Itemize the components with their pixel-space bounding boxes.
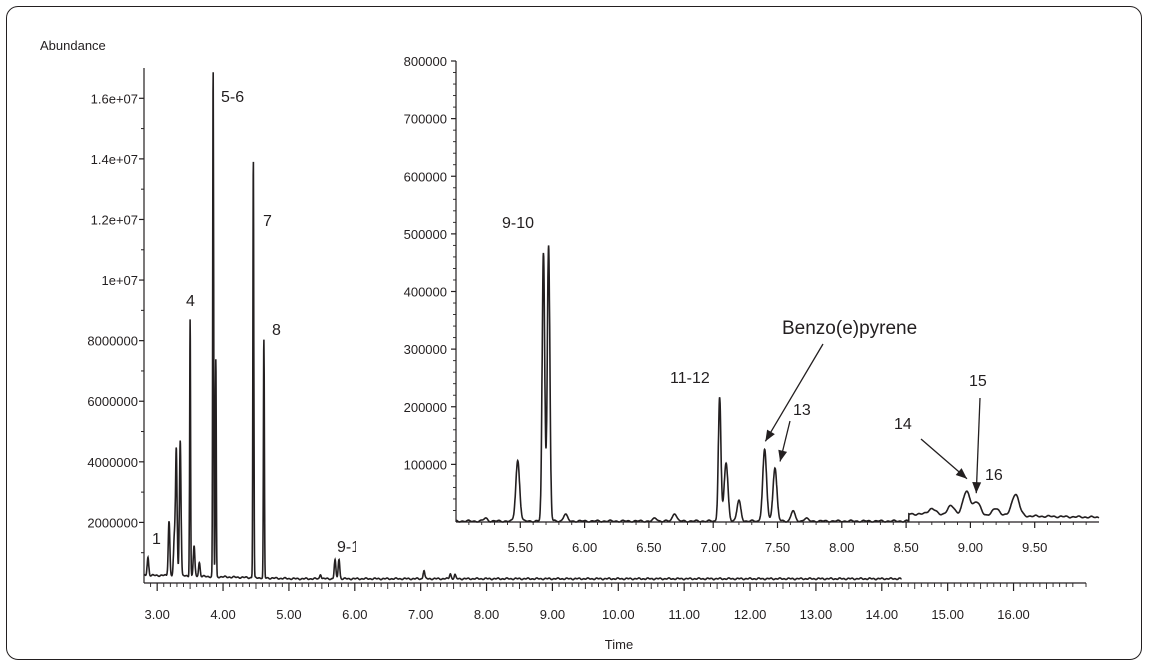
main-y-ticks: 2000000 4000000 6000000 8000000 1e+07 1.2e+07… (87, 91, 144, 554)
inset-y-tick-label: 400000 (404, 285, 447, 300)
main-x-tick-label: 16.00 (997, 607, 1030, 622)
inset-x-tick-label: 9.00 (958, 540, 983, 555)
main-x-tick-label: 7.00 (408, 607, 433, 622)
inset-peak-label: 15 (969, 373, 987, 390)
main-y-tick-label: 1.6e+07 (91, 91, 138, 106)
inset-y-tick-label: 100000 (404, 457, 447, 472)
inset-peak-label: 14 (894, 416, 912, 433)
main-y-tick-label: 4000000 (87, 455, 138, 470)
figure-frame (6, 6, 1142, 660)
main-axes: Abundance Time 2000000 4000000 6000000 8000… (40, 38, 1087, 652)
inset-x-tick-label: 5.50 (508, 540, 533, 555)
main-y-tick-label: 1.4e+07 (91, 152, 138, 167)
main-y-tick-label: 6000000 (87, 394, 138, 409)
inset-arrows (764, 343, 982, 494)
main-series-line (143, 72, 902, 581)
inset-background (356, 51, 1105, 560)
main-peak-label: 7 (263, 213, 272, 230)
main-x-tick-label: 14.00 (866, 607, 899, 622)
inset-x-tick-label: 7.50 (765, 540, 790, 555)
inset-y-tick-label: 600000 (404, 169, 447, 184)
main-peak-label: 8 (272, 322, 281, 339)
inset-peak-label: 9-10 (502, 215, 534, 232)
main-peak-label: 5-6 (221, 89, 244, 106)
pointer-arrow-line (764, 343, 824, 442)
inset-x-tick-label: 6.50 (636, 540, 661, 555)
main-x-tick-label: 12.00 (734, 607, 767, 622)
inset-peak-label: 16 (985, 467, 1003, 484)
inset-x-tick-label: 7.00 (701, 540, 726, 555)
inset-x-ticks: 5.50 6.00 6.50 7.00 7.50 8.00 8.50 9.00 9.50 (468, 522, 1087, 555)
inset-x-tick-label: 6.00 (572, 540, 597, 555)
main-x-ticks: 3.00 4.00 5.00 6.00 7.00 8.00 9.00 10.00 11.00 12… (145, 583, 1087, 622)
main-x-tick-label: 3.00 (145, 607, 170, 622)
main-x-tick-label: 11.00 (668, 607, 700, 622)
main-y-axis-title: Abundance (40, 38, 106, 53)
pointer-arrow-head (972, 482, 982, 494)
main-x-axis-title: Time (605, 637, 633, 652)
inset-series-line (455, 245, 1100, 523)
inset-x-tick-label: 9.50 (1022, 540, 1047, 555)
main-x-tick-label: 6.00 (342, 607, 367, 622)
pointer-arrow-line (975, 397, 981, 494)
main-y-tick-label: 2000000 (87, 515, 138, 530)
main-x-tick-label: 5.00 (276, 607, 301, 622)
main-x-tick-label: 13.00 (800, 607, 833, 622)
inset-y-tick-label: 500000 (404, 227, 447, 242)
inset-plot: 100000 200000 300000 400000 500000 600000 7000… (356, 51, 1105, 560)
main-y-tick-label: 8000000 (87, 334, 138, 349)
inset-x-tick-label: 8.00 (829, 540, 854, 555)
inset-peak-labels: 9-10 11-12 Benzo(e)pyrene 13 14 15 16 (502, 215, 1003, 484)
inset-x-tick-label: 8.50 (893, 540, 918, 555)
inset-peak-label: Benzo(e)pyrene (782, 318, 917, 339)
inset-y-tick-label: 200000 (404, 400, 447, 415)
main-x-tick-label: 15.00 (931, 607, 964, 622)
main-x-tick-label: 8.00 (474, 607, 499, 622)
main-peak-label: 1 (152, 531, 161, 548)
main-y-tick-label: 1e+07 (101, 273, 138, 288)
inset-y-ticks: 100000 200000 300000 400000 500000 600000 7000… (404, 54, 456, 511)
inset-y-tick-label: 300000 (404, 342, 447, 357)
inset-y-tick-label: 800000 (404, 54, 447, 69)
main-x-tick-label: 10.00 (602, 607, 635, 622)
inset-peak-label: 13 (793, 402, 811, 419)
pointer-arrow-head (955, 468, 967, 479)
pointer-arrow-head (778, 449, 788, 462)
pointer-arrow-head (765, 429, 775, 442)
inset-y-tick-label: 700000 (404, 112, 447, 127)
main-x-tick-label: 9.00 (540, 607, 565, 622)
main-peak-label: 4 (186, 293, 195, 310)
main-x-tick-label: 4.00 (210, 607, 235, 622)
main-y-tick-label: 1.2e+07 (91, 212, 138, 227)
inset-peak-label: 11-12 (670, 370, 710, 387)
